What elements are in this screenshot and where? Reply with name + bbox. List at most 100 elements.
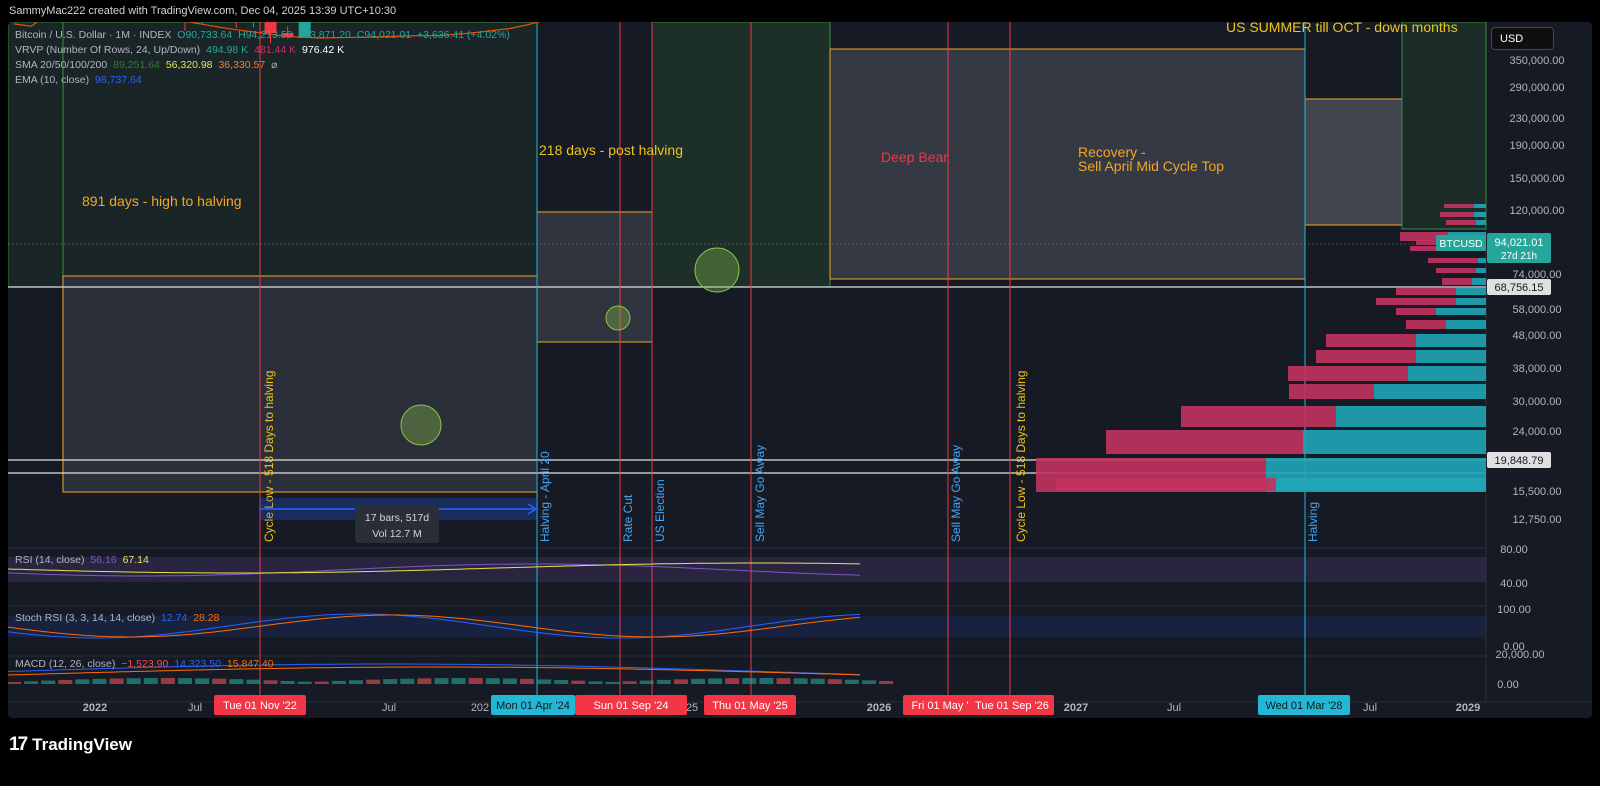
shaded-zone bbox=[1401, 22, 1487, 230]
rsi-tick: 80.00 bbox=[1500, 544, 1528, 556]
time-marker: Thu 01 May '25 bbox=[712, 700, 787, 712]
vp-down-bar bbox=[1406, 320, 1446, 329]
time-marker-box bbox=[491, 695, 575, 715]
level-tag-high-text: 68,756.15 bbox=[1495, 282, 1544, 294]
legend-rsi-label: RSI (14, close) bbox=[15, 554, 85, 566]
time-tick: 2022 bbox=[83, 702, 107, 714]
macd-histogram-bar bbox=[75, 679, 90, 684]
legend-vrvp-total: 976.42 K bbox=[302, 44, 345, 56]
tradingview-logo-icon: 17 bbox=[9, 734, 28, 755]
shaded-zone bbox=[1304, 98, 1403, 226]
legend-ema[interactable]: EMA (10, close) 98,737.64 bbox=[15, 74, 145, 86]
annotation-sell-may-2: Sell May Go Away bbox=[949, 445, 963, 542]
macd-histogram-bar bbox=[229, 679, 244, 684]
legend-rsi-ma: 67.14 bbox=[122, 554, 149, 566]
author-header: SammyMac222 created with TradingView.com… bbox=[9, 5, 397, 17]
price-tick: 15,500.00 bbox=[1513, 486, 1562, 498]
macd-histogram-bar bbox=[588, 681, 603, 684]
legend-macd-hist: −1,523.90 bbox=[121, 658, 169, 670]
annotation-post-halving: 218 days - post halving bbox=[539, 142, 683, 158]
stoch-d-line bbox=[8, 614, 861, 638]
time-tick: Jul bbox=[1363, 702, 1377, 714]
time-tick: 2027 bbox=[1064, 702, 1088, 714]
macd-histogram-bar bbox=[434, 678, 449, 684]
candle-body bbox=[264, 22, 277, 34]
macd-histogram-bar bbox=[143, 678, 158, 684]
hidden-icon[interactable]: ⌀ bbox=[271, 59, 278, 71]
time-marker-box bbox=[704, 695, 796, 715]
vp-down-bar bbox=[1376, 298, 1456, 305]
time-marker: Wed 01 Mar '28 bbox=[1265, 700, 1342, 712]
legend-ema-value: 98,737.64 bbox=[95, 74, 142, 86]
shaded-zone bbox=[536, 211, 653, 343]
time-marker-box bbox=[1258, 695, 1350, 715]
last-price-tag bbox=[1487, 233, 1551, 263]
legend-ema-label: EMA (10, close) bbox=[15, 74, 90, 86]
tradingview-brand[interactable]: 17 TradingView bbox=[9, 734, 132, 756]
macd-histogram-bar bbox=[725, 678, 740, 684]
annotation-recovery: Recovery - bbox=[1078, 144, 1146, 160]
annotation-us-election: US Election bbox=[653, 479, 667, 542]
price-tick: 290,000.00 bbox=[1509, 82, 1564, 94]
vp-up-bar bbox=[1472, 278, 1486, 285]
vp-down-bar bbox=[1436, 268, 1476, 273]
time-marker-box bbox=[575, 695, 687, 715]
candle-body bbox=[281, 33, 294, 37]
vp-up-bar bbox=[1474, 212, 1486, 217]
vp-up-bar bbox=[1446, 320, 1486, 329]
legend-low: L83,871.20 bbox=[298, 29, 351, 41]
vp-down-bar bbox=[1444, 204, 1474, 208]
macd-histogram-bar bbox=[24, 681, 39, 684]
macd-histogram-bar bbox=[485, 678, 500, 684]
legend-sma[interactable]: SMA 20/50/100/200 89,251.64 56,320.98 36… bbox=[15, 59, 280, 71]
legend-high: H94,213.50 bbox=[238, 29, 293, 41]
vp-up-bar bbox=[1374, 384, 1486, 399]
vp-down-bar bbox=[1289, 384, 1374, 399]
price-tick: 120,000.00 bbox=[1509, 205, 1564, 217]
time-tick: 202 bbox=[471, 702, 489, 714]
rsi-band bbox=[8, 557, 1486, 582]
macd-histogram-bar bbox=[537, 679, 552, 684]
macd-histogram-bar bbox=[246, 679, 261, 684]
legend-vrvp[interactable]: VRVP (Number Of Rows, 24, Up/Down) 494.9… bbox=[15, 44, 347, 56]
legend-rsi[interactable]: RSI (14, close) 56.16 67.14 bbox=[15, 554, 152, 566]
macd-line bbox=[8, 663, 861, 676]
vp-up-bar bbox=[1416, 334, 1486, 347]
macd-histogram-bar bbox=[92, 678, 107, 684]
macd-histogram-bar bbox=[400, 678, 415, 684]
currency-button[interactable]: USD bbox=[1491, 27, 1554, 50]
time-marker: Fri 01 May ' bbox=[911, 700, 968, 712]
chart-svg[interactable]: US SUMMER till OCT - down months 891 days… bbox=[8, 22, 1592, 718]
level-tag-low bbox=[1487, 452, 1551, 468]
macd-histogram-bar bbox=[622, 681, 637, 684]
macd-histogram-bar bbox=[58, 679, 73, 684]
legend-sma20: 89,251.64 bbox=[113, 59, 160, 71]
annotation-rate-cut: Rate Cut bbox=[621, 494, 635, 542]
price-tick: 190,000.00 bbox=[1509, 140, 1564, 152]
macd-histogram-bar bbox=[468, 678, 483, 684]
vp-down-bar bbox=[1056, 478, 1276, 491]
macd-histogram-bar bbox=[520, 678, 534, 684]
time-marker: Tue 01 Nov '22 bbox=[223, 700, 297, 712]
shaded-zone bbox=[829, 48, 1306, 280]
time-tick: Jul bbox=[382, 702, 396, 714]
legend-macd[interactable]: MACD (12, 26, close) −1,523.90 14,323.50… bbox=[15, 658, 277, 670]
legend-sma-label: SMA 20/50/100/200 bbox=[15, 59, 108, 71]
macd-histogram-bar bbox=[383, 679, 398, 684]
time-marker: Tue 01 Sep '26 bbox=[975, 700, 1049, 712]
legend-stoch[interactable]: Stoch RSI (3, 3, 14, 14, close) 12.74 28… bbox=[15, 612, 222, 624]
legend-rsi-value: 56.16 bbox=[90, 554, 117, 566]
vp-down-bar bbox=[1326, 334, 1416, 347]
macd-histogram-bar bbox=[776, 678, 791, 684]
price-tick: 350,000.00 bbox=[1509, 55, 1564, 67]
time-marker-box bbox=[970, 695, 1054, 715]
vp-up-bar bbox=[1456, 298, 1486, 305]
legend-vrvp-down: 481.44 K bbox=[254, 44, 297, 56]
macd-histogram-bar bbox=[759, 678, 774, 684]
last-price-value: 94,021.01 bbox=[1495, 237, 1544, 249]
macd-tick: 0.00 bbox=[1497, 679, 1518, 691]
legend-stoch-d: 28.28 bbox=[193, 612, 220, 624]
level-tag-high bbox=[1487, 279, 1551, 295]
chart-area[interactable]: US SUMMER till OCT - down months 891 days… bbox=[8, 22, 1592, 718]
arrow-head-icon bbox=[527, 503, 538, 515]
